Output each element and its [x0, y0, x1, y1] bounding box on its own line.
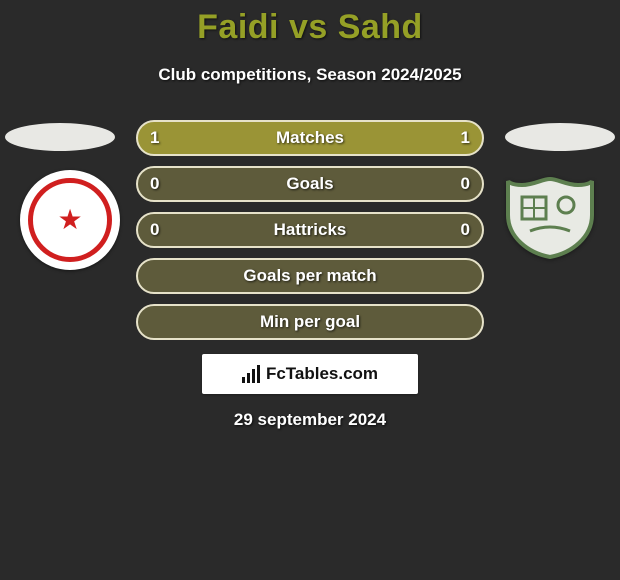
stat-value-right: 0 [450, 220, 470, 240]
stat-value-right: 0 [450, 174, 470, 194]
page-subtitle: Club competitions, Season 2024/2025 [0, 65, 620, 85]
stat-value-right: 1 [450, 128, 470, 148]
stat-label: Goals per match [138, 266, 482, 286]
club-crest-right [500, 175, 600, 259]
stat-value-left: 1 [150, 128, 170, 148]
stat-value-left: 0 [150, 174, 170, 194]
shield-icon [500, 175, 600, 259]
comparison-card: Faidi vs Sahd Club competitions, Season … [0, 0, 620, 580]
bar-chart-icon [242, 365, 260, 383]
stats-list: 1 Matches 1 0 Goals 0 0 Hattricks 0 Goal… [136, 120, 484, 350]
brand-link[interactable]: FcTables.com [202, 354, 418, 394]
stat-label: Hattricks [138, 220, 482, 240]
flag-left [5, 123, 115, 151]
stat-label: Min per goal [138, 312, 482, 332]
flag-right [505, 123, 615, 151]
comparison-date: 29 september 2024 [0, 410, 620, 430]
star-icon: ★ [57, 206, 82, 234]
brand-label: FcTables.com [266, 364, 378, 384]
stat-label: Goals [138, 174, 482, 194]
stat-row: Min per goal [136, 304, 484, 340]
stat-row: 0 Hattricks 0 [136, 212, 484, 248]
stat-label: Matches [138, 128, 482, 148]
stat-row: 0 Goals 0 [136, 166, 484, 202]
club-crest-left-ring: ★ [28, 178, 112, 262]
stat-row: Goals per match [136, 258, 484, 294]
club-crest-left: ★ [20, 170, 120, 270]
page-title: Faidi vs Sahd [0, 0, 620, 47]
stat-row: 1 Matches 1 [136, 120, 484, 156]
stat-value-left: 0 [150, 220, 170, 240]
